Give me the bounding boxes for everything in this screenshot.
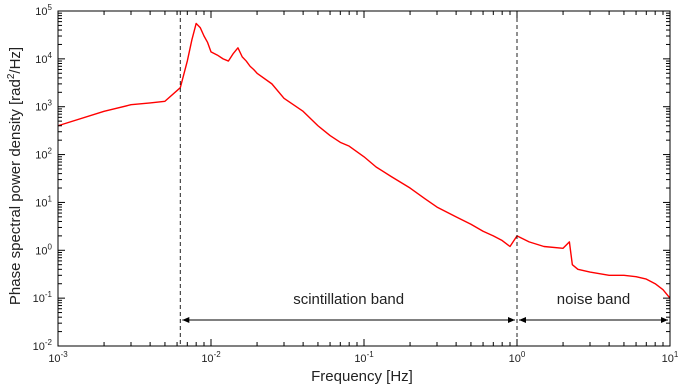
annotation-label-1: noise band [557, 291, 630, 308]
y-tick-label-7: 105 [35, 3, 52, 18]
y-tick-label-6: 104 [35, 51, 52, 66]
x-tick-label-2: 10-1 [354, 350, 374, 365]
y-axis-label: Phase spectral power density [rad2/Hz] [6, 47, 24, 305]
y-axis-label-tail: /Hz] [7, 47, 24, 74]
y-tick-label-3: 101 [35, 194, 52, 209]
x-tick-label-1: 10-2 [201, 350, 221, 365]
y-axis-label-main: Phase spectral power density [rad [7, 79, 24, 305]
y-tick-label-4: 102 [35, 147, 52, 162]
annotation-label-0: scintillation band [293, 291, 404, 308]
x-axis-label: Frequency [Hz] [311, 368, 413, 385]
y-tick-label-5: 103 [35, 99, 52, 114]
y-axis-label-sup: 2 [6, 73, 17, 79]
x-tick-label-0: 10-3 [48, 350, 68, 365]
x-tick-label-4: 101 [662, 350, 679, 365]
y-tick-label-1: 10-1 [33, 290, 53, 305]
axes: 10-3 10-2 10-1 100 10110-210-110010110210310… [33, 3, 679, 365]
x-tick-label-3: 100 [509, 350, 526, 365]
plot-area: scintillation band noise band [57, 11, 671, 346]
series-line-0 [57, 22, 671, 299]
y-tick-label-2: 100 [35, 242, 52, 257]
y-tick-label-0: 10-2 [33, 338, 53, 353]
